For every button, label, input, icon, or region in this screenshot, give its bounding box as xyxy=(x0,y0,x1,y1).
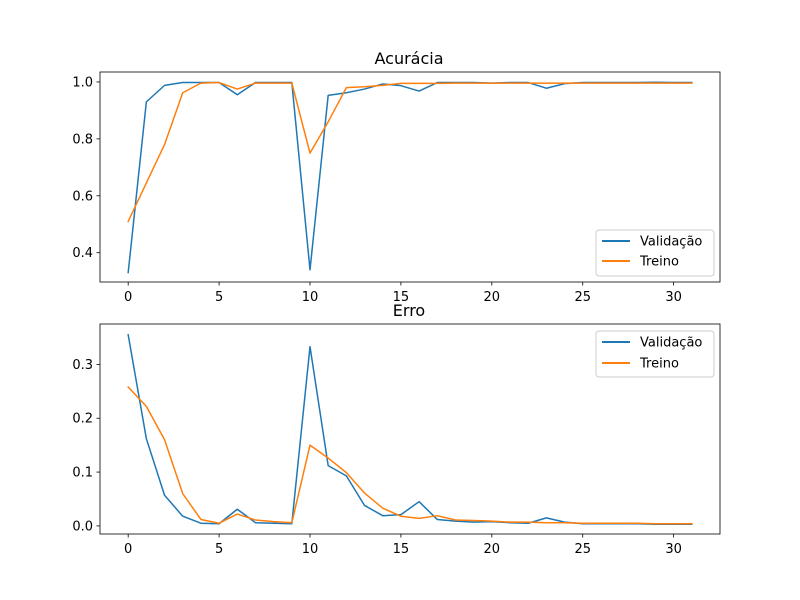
error-subplot: Erro 0 5 10 15 20 25 30 0.0 0.1 0.2 0.3 Validação … xyxy=(72,301,721,557)
error-legend-training-label: Treino xyxy=(639,357,679,372)
error-legend: Validação Treino xyxy=(595,330,715,378)
error-x-tick-label: 30 xyxy=(665,542,682,557)
error-y-tick-label: 0.2 xyxy=(72,412,93,427)
accuracy-ticks-layer: 0 5 10 15 20 25 30 0.4 0.6 0.8 1.0 xyxy=(72,75,682,305)
error-series-layer xyxy=(127,333,693,526)
accuracy-x-tick-label: 15 xyxy=(393,290,410,305)
error-training-line xyxy=(127,385,693,525)
accuracy-x-tick-label: 10 xyxy=(302,290,319,305)
error-y-tick-label: 0.3 xyxy=(72,358,93,373)
error-y-tick-label: 0.1 xyxy=(72,466,93,481)
error-x-tick-label: 10 xyxy=(302,542,319,557)
accuracy-legend-training-label: Treino xyxy=(639,255,679,270)
error-x-tick-label: 20 xyxy=(484,542,501,557)
error-x-tick-label: 15 xyxy=(393,542,410,557)
accuracy-x-tick-label: 5 xyxy=(215,290,223,305)
accuracy-title: Acurácia xyxy=(374,49,443,68)
accuracy-y-tick-label: 0.4 xyxy=(72,246,93,261)
accuracy-x-tick-label: 0 xyxy=(124,290,132,305)
accuracy-y-tick-label: 0.8 xyxy=(72,132,93,147)
error-x-tick-label: 0 xyxy=(124,542,132,557)
accuracy-training-line xyxy=(127,81,693,223)
accuracy-legend: Validação Treino xyxy=(595,229,715,277)
accuracy-axes-frame xyxy=(99,71,721,283)
accuracy-y-tick-label: 0.6 xyxy=(72,189,93,204)
error-x-tick-label: 5 xyxy=(215,542,223,557)
error-y-tick-label: 0.0 xyxy=(72,519,93,534)
error-x-tick-label: 25 xyxy=(574,542,591,557)
accuracy-y-tick-label: 1.0 xyxy=(72,75,93,90)
accuracy-x-tick-label: 25 xyxy=(574,290,591,305)
accuracy-series-layer xyxy=(127,81,693,274)
error-title: Erro xyxy=(393,301,425,320)
error-axes-frame xyxy=(99,323,721,535)
accuracy-x-tick-label: 20 xyxy=(484,290,501,305)
accuracy-legend-validation-label: Validação xyxy=(640,235,702,250)
accuracy-x-tick-label: 30 xyxy=(665,290,682,305)
accuracy-subplot: Acurácia 0 5 10 15 20 25 30 0.4 0.6 0.8 1.0 Valida… xyxy=(72,49,721,305)
error-ticks-layer: 0 5 10 15 20 25 30 0.0 0.1 0.2 0.3 xyxy=(72,358,682,557)
error-legend-validation-label: Validação xyxy=(640,336,702,351)
